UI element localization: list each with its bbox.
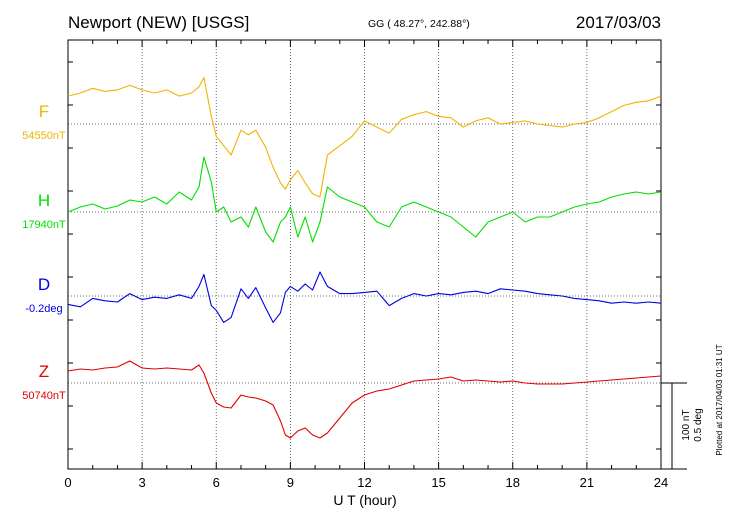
series-name-f: F	[39, 102, 49, 121]
trace-f	[67, 76, 662, 198]
scale-label-nt: 100 nT	[681, 409, 692, 440]
plot-date: 2017/03/03	[576, 13, 661, 32]
x-tick-label: 3	[139, 475, 146, 490]
series-name-h: H	[38, 191, 50, 210]
station-coordinates: GG ( 48.27°, 242.88°)	[368, 18, 470, 30]
x-tick-label: 21	[580, 475, 594, 490]
x-tick-label: 15	[431, 475, 445, 490]
trace-d	[67, 271, 662, 323]
x-tick-label: 0	[64, 475, 71, 490]
series-baseline-d: -0.2deg	[25, 303, 62, 315]
plot-frame	[67, 39, 662, 470]
series-name-d: D	[38, 275, 50, 294]
trace-h	[67, 156, 662, 243]
x-tick-label: 18	[506, 475, 520, 490]
x-axis-label: U T (hour)	[333, 492, 396, 508]
x-tick-label: 9	[287, 475, 294, 490]
scale-label-deg: 0.5 deg	[693, 408, 704, 441]
station-title: Newport (NEW) [USGS]	[68, 13, 249, 32]
x-tick-label: 6	[213, 475, 220, 490]
series-baseline-h: 17940nT	[22, 219, 66, 231]
trace-z	[67, 360, 662, 439]
series-baseline-z: 50740nT	[22, 390, 66, 402]
series-name-z: Z	[39, 362, 49, 381]
plotted-at-footer: Plotted at 2017/04/03 01:31 UT	[715, 344, 724, 455]
series-baseline-f: 54550nT	[22, 130, 66, 142]
x-tick-label: 24	[654, 475, 668, 490]
x-tick-label: 12	[357, 475, 371, 490]
